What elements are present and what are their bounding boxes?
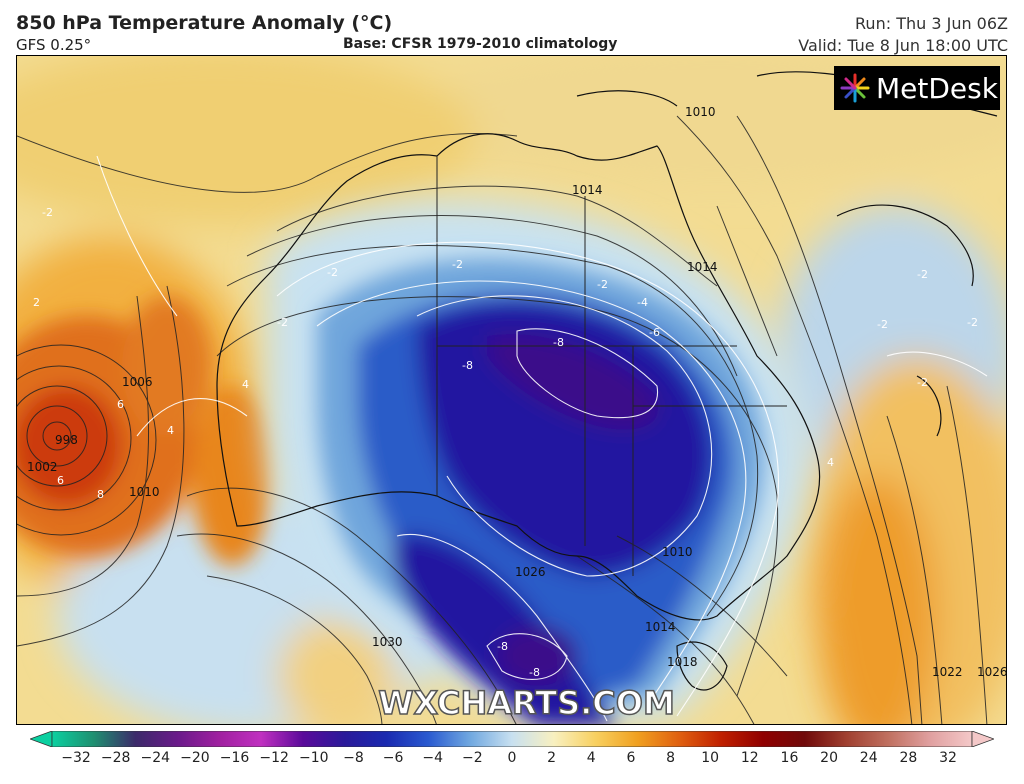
anomaly-label: -8 [497, 640, 508, 653]
anomaly-label: -6 [649, 326, 660, 339]
colorbar-tick-label: −24 [140, 750, 171, 766]
anomaly-label: -8 [529, 666, 540, 679]
colorbar-min-arrow [30, 731, 53, 747]
anomaly-field: 1010 1014 1014 1006 998 1002 1010 1010 1… [17, 56, 1007, 724]
anomaly-label: 4 [827, 456, 834, 469]
colorbar-tick-label: 28 [899, 750, 918, 766]
colorbar-tick-label: 6 [626, 750, 636, 766]
isobar-label: 1010 [662, 545, 693, 559]
colorbar-max-arrow [971, 731, 994, 747]
anomaly-label: 8 [97, 488, 104, 501]
anomaly-label: -2 [42, 206, 53, 219]
climatology-base-label: Base: CFSR 1979-2010 climatology [343, 36, 618, 52]
colorbar-tick-label: −28 [100, 750, 131, 766]
anomaly-label: -8 [462, 359, 473, 372]
valid-time-label: Valid: Tue 8 Jun 18:00 UTC [798, 36, 1008, 55]
colorbar-tick-label: 0 [507, 750, 517, 766]
weather-map: 1010 1014 1014 1006 998 1002 1010 1010 1… [16, 55, 1007, 725]
model-label: GFS 0.25° [16, 36, 92, 54]
colorbar-tick-label: −16 [219, 750, 250, 766]
colorbar-tick-label: 8 [666, 750, 675, 766]
colorbar [30, 731, 994, 747]
colorbar-tick-label: −4 [422, 750, 444, 766]
wxcharts-watermark: WXCHARTS.COM [377, 683, 675, 723]
anomaly-label: -2 [327, 266, 338, 279]
anomaly-label: -2 [877, 318, 888, 331]
colorbar-tick-label: −12 [259, 750, 289, 766]
metdesk-logo-text: MetDesk [876, 71, 998, 105]
colorbar-gradient [51, 731, 973, 747]
anomaly-label: 6 [117, 398, 124, 411]
isobar-label: 998 [55, 433, 78, 447]
run-time-label: Run: Thu 3 Jun 06Z [855, 14, 1008, 33]
anomaly-label: 4 [242, 378, 249, 391]
anomaly-labels: -2 -2 -2 -2 -2 -4 -6 -8 -8 -8 -8 2 4 4 6… [33, 206, 978, 679]
isobar-label: 1018 [667, 655, 698, 669]
anomaly-label: -2 [967, 316, 978, 329]
anomaly-label: -8 [553, 336, 564, 349]
anomaly-label: 4 [167, 424, 174, 437]
colorbar-tick-label: −2 [462, 750, 483, 766]
isobar-labels: 1010 1014 1014 1006 998 1002 1010 1010 1… [27, 105, 1007, 679]
colorbar-tick-label: 2 [547, 750, 557, 766]
colorbar-tick-label: −32 [61, 750, 91, 766]
chart-title: 850 hPa Temperature Anomaly (°C) [16, 12, 393, 34]
isobar-label: 1026 [515, 565, 546, 579]
colorbar-tick-label: 10 [701, 750, 720, 766]
isobar-label: 1014 [645, 620, 676, 634]
isobar-label: 1010 [129, 485, 160, 499]
colorbar-tick-label: 16 [780, 750, 799, 766]
anomaly-label: -2 [917, 376, 928, 389]
anomaly-label: -2 [597, 278, 608, 291]
isobar-label: 1010 [685, 105, 716, 119]
colorbar-tick-label: 24 [859, 750, 878, 766]
metdesk-logo: MetDesk [834, 66, 1000, 110]
anomaly-label: 6 [57, 474, 64, 487]
anomaly-label: -2 [917, 268, 928, 281]
colorbar-tick-label: 20 [820, 750, 838, 766]
anomaly-label: -4 [637, 296, 648, 309]
isobar-label: 1030 [372, 635, 403, 649]
colorbar-tick-label: −8 [343, 750, 364, 766]
colorbar-tick-label: −10 [299, 750, 329, 766]
isobar-label: 1014 [572, 183, 603, 197]
colorbar-tick-label: 32 [939, 750, 957, 766]
isobar-label: 1014 [687, 260, 718, 274]
metdesk-starburst-icon [840, 73, 870, 103]
colorbar-tick-label: 4 [586, 750, 596, 766]
colorbar-tick-label: −6 [382, 750, 404, 766]
anomaly-label: 2 [33, 296, 40, 309]
isobar-label: 1026 [977, 665, 1007, 679]
anomaly-label: -2 [277, 316, 288, 329]
isobar-label: 1002 [27, 460, 58, 474]
isobar-label: 1006 [122, 375, 153, 389]
anomaly-contour-lines [96, 155, 988, 722]
anomaly-label: -2 [452, 258, 463, 271]
colorbar-tick-label: −20 [180, 750, 210, 766]
colorbar-ticks: −32 −28 −24 −20 −16 −12 −10 −8 −6 −4 −2 0 2 4 6 8 10 12 16… [0, 750, 1024, 770]
colorbar-tick-label: 12 [740, 750, 759, 766]
isobar-label: 1022 [932, 665, 963, 679]
